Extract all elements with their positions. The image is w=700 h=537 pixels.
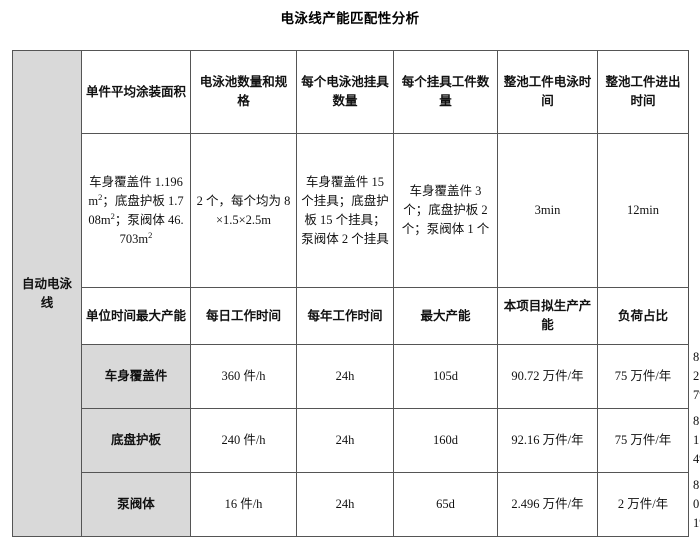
cell-annual-days: 105d	[393, 344, 498, 409]
header-unit-capacity: 单位时间最大产能	[81, 287, 191, 345]
cell-tank-count-spec: 2 个，每个均为 8×1.5×2.5m	[190, 133, 297, 288]
cell-average-coating-area: 车身覆盖件 1.196m2；底盘护板 1.708m2；泵阀体 46.703m2	[81, 133, 191, 288]
capacity-table-container: 自动电泳线 单件平均涂装面积 电泳池数量和规格 每个电泳池挂具数量 每个挂具工件…	[12, 50, 700, 537]
document-page: 电泳线产能匹配性分析 自动电泳线 单件平均涂装面积 电泳池数量和规格 每个电泳池…	[12, 11, 700, 537]
header-planned-capacity: 本项目拟生产产能	[497, 287, 598, 345]
cell-unit-capacity: 360 件/h	[190, 344, 297, 409]
row-label-product: 底盘护板	[81, 408, 191, 473]
cell-parts-per-hanger: 车身覆盖件 3 个；底盘护板 2 个；泵阀体 1 个	[393, 133, 498, 288]
header-annual-days: 每年工作时间	[296, 287, 394, 345]
cell-daily-hours: 24h	[296, 472, 394, 537]
page-title: 电泳线产能匹配性分析	[280, 11, 420, 26]
cell-in-out-time: 12min	[597, 133, 689, 288]
line-name-cell: 自动电泳线	[12, 50, 82, 537]
capacity-matching-table: 自动电泳线 单件平均涂装面积 电泳池数量和规格 每个电泳池挂具数量 每个挂具工件…	[12, 50, 700, 537]
cell-max-capacity: 90.72 万件/年	[497, 344, 598, 409]
header-in-out-time: 整池工件进出时间	[597, 50, 689, 134]
cell-annual-days: 160d	[393, 408, 498, 473]
cell-max-capacity: 92.16 万件/年	[497, 408, 598, 473]
cell-unit-capacity: 240 件/h	[190, 408, 297, 473]
header-tank-count-spec: 电泳池数量和规格	[190, 50, 297, 134]
header-hangers-per-tank: 每个电泳池挂具数量	[296, 50, 394, 134]
table-row: 车身覆盖件 360 件/h 24h 105d 90.72 万件/年 75 万件/…	[13, 344, 700, 409]
cell-electrophoresis-time: 3min	[497, 133, 598, 288]
cell-max-capacity: 2.496 万件/年	[497, 472, 598, 537]
header-load-ratio: 负荷占比	[597, 287, 689, 345]
cell-annual-days: 65d	[393, 472, 498, 537]
cell-daily-hours: 24h	[296, 344, 394, 409]
table-header-row-1: 自动电泳线 单件平均涂装面积 电泳池数量和规格 每个电泳池挂具数量 每个挂具工件…	[12, 50, 689, 537]
header-average-coating-area: 单件平均涂装面积	[81, 50, 191, 134]
header-electrophoresis-time: 整池工件电泳时间	[497, 50, 598, 134]
cell-unit-capacity: 16 件/h	[190, 472, 297, 537]
cell-hangers-per-tank: 车身覆盖件 15 个挂具；底盘护板 15 个挂具；泵阀体 2 个挂具	[296, 133, 394, 288]
header-parts-per-hanger: 每个挂具工件数量	[393, 50, 498, 134]
cell-planned-capacity: 75 万件/年	[597, 408, 689, 473]
header-max-capacity: 最大产能	[393, 287, 498, 345]
table-row: 底盘护板 240 件/h 24h 160d 92.16 万件/年 75 万件/年…	[13, 408, 700, 473]
cell-daily-hours: 24h	[296, 408, 394, 473]
table-row: 车身覆盖件 1.196m2；底盘护板 1.708m2；泵阀体 46.703m2 …	[13, 133, 689, 288]
table-row: 泵阀体 16 件/h 24h 65d 2.496 万件/年 2 万件/年 80.…	[13, 472, 700, 537]
cell-planned-capacity: 2 万件/年	[597, 472, 689, 537]
cell-planned-capacity: 75 万件/年	[597, 344, 689, 409]
row-label-product: 泵阀体	[81, 472, 191, 537]
row-label-product: 车身覆盖件	[81, 344, 191, 409]
table-header-row-2: 单位时间最大产能 每日工作时间 每年工作时间 最大产能 本项目拟生产产能 负荷占…	[13, 287, 689, 345]
header-daily-hours: 每日工作时间	[190, 287, 297, 345]
